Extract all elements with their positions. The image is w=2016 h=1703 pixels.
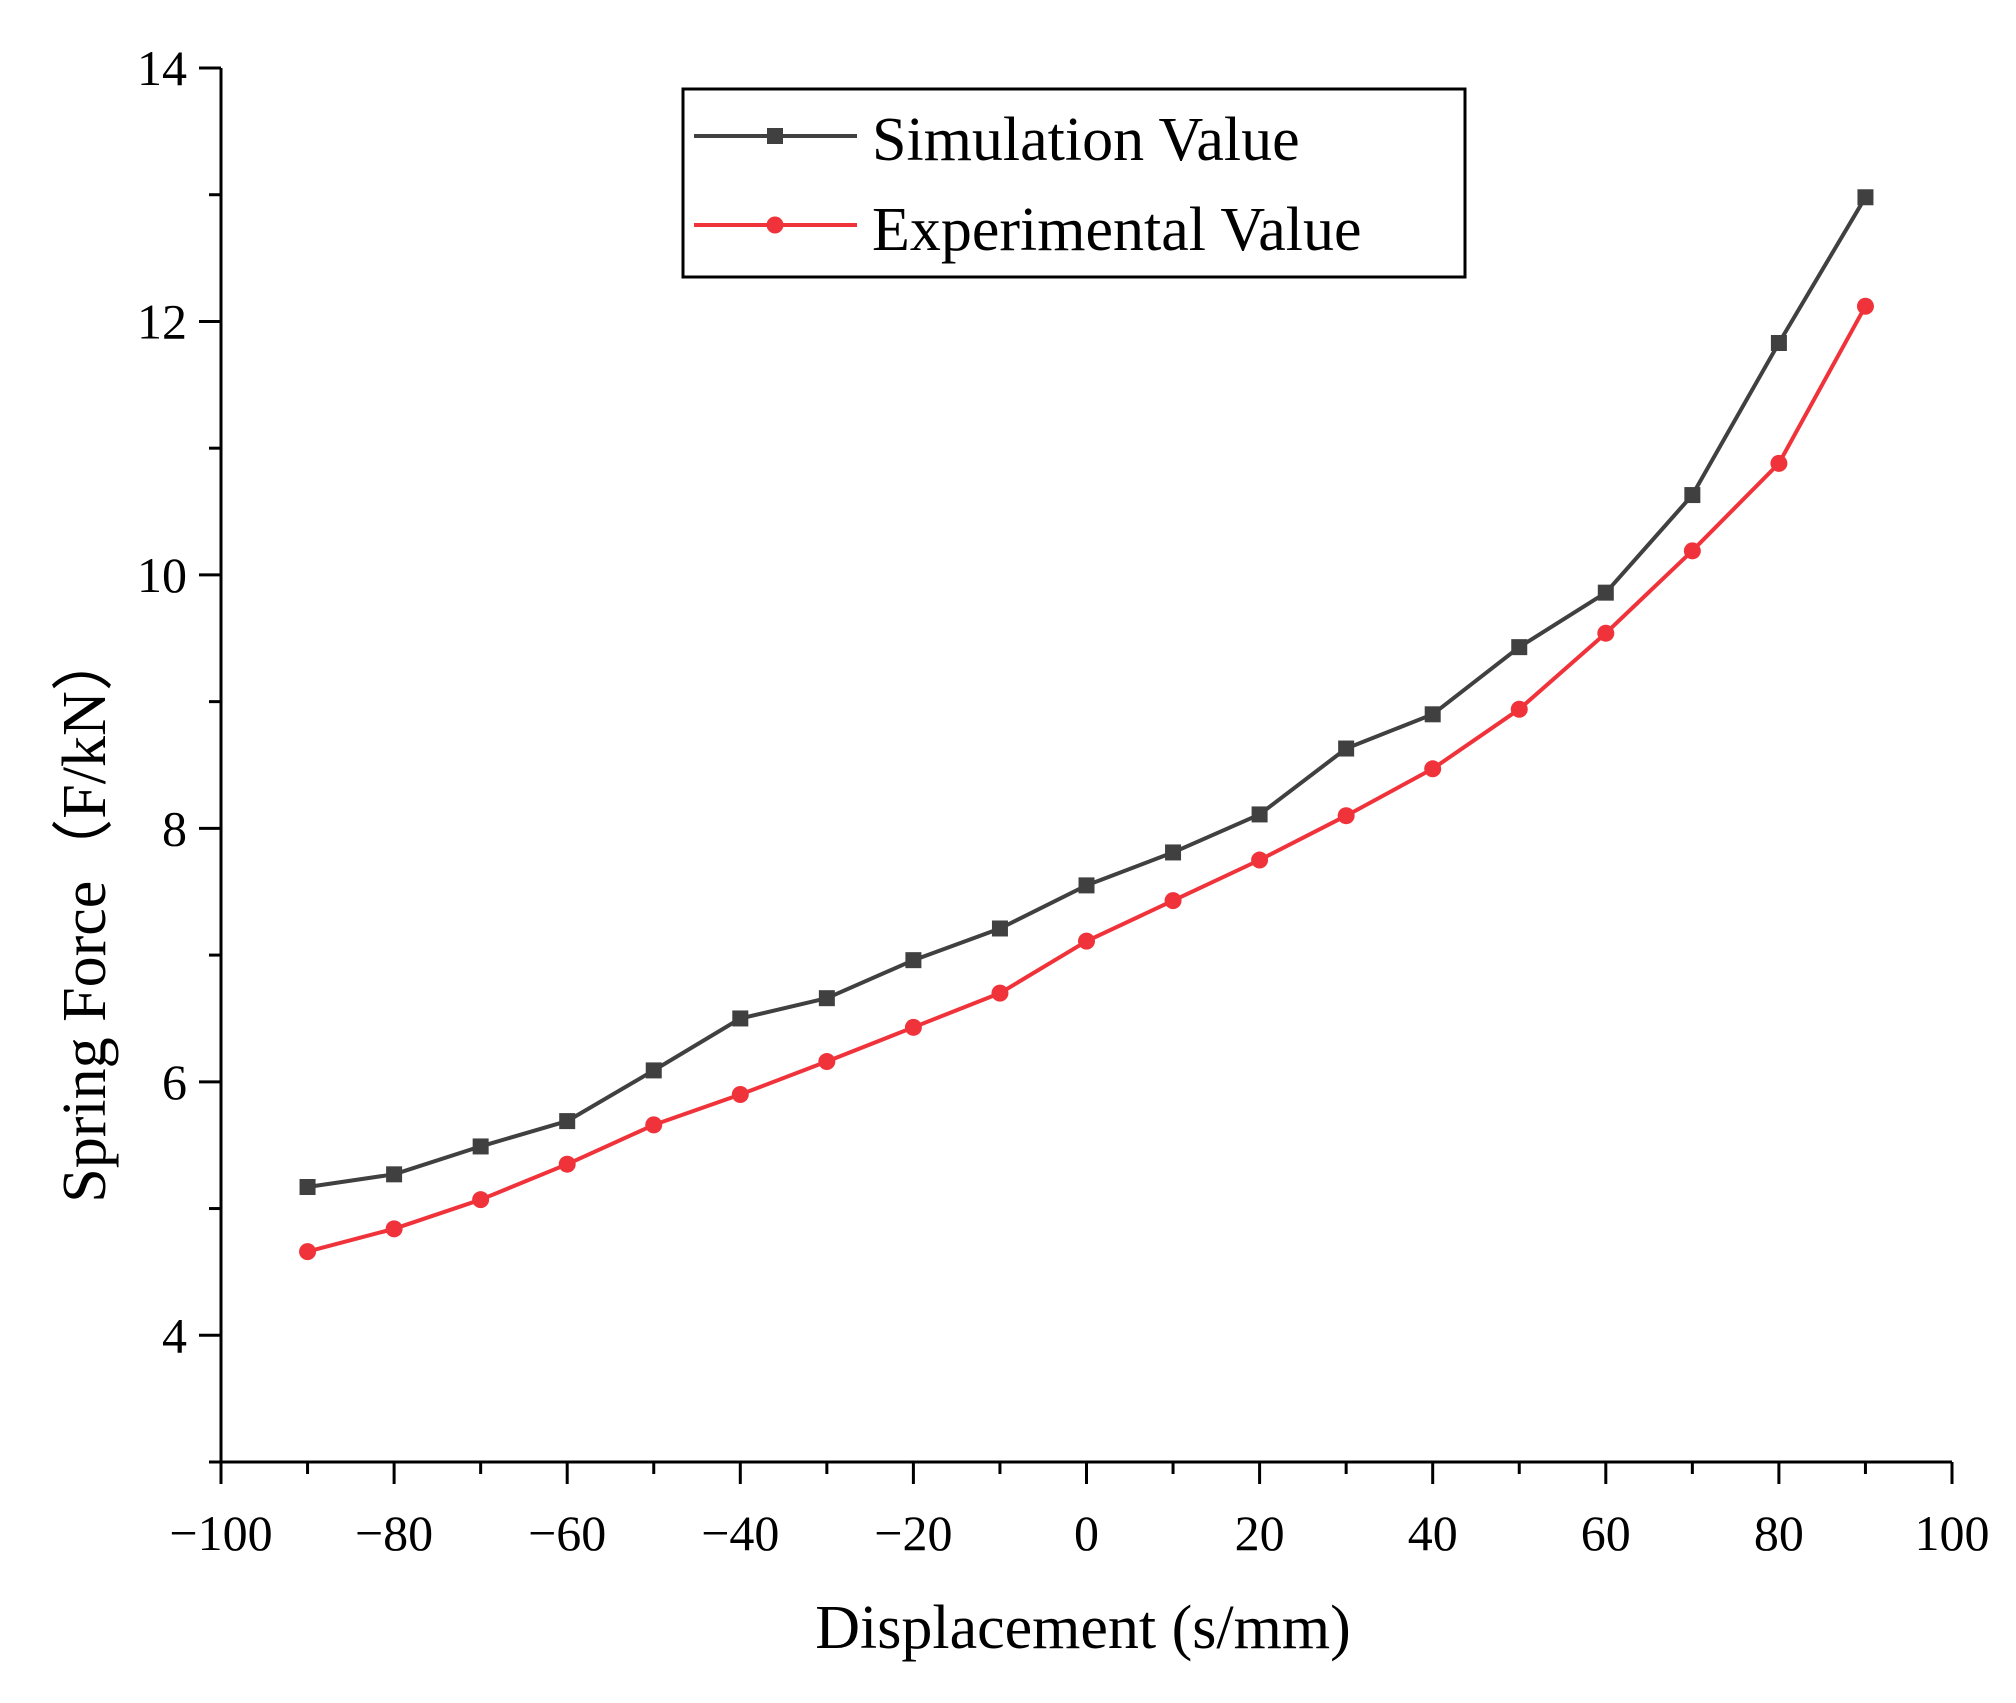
x-tick-label: −60 (528, 1505, 606, 1561)
data-point (1251, 806, 1268, 823)
x-tick-label: 40 (1408, 1505, 1458, 1561)
data-point (1770, 334, 1787, 351)
x-tick-label: 20 (1235, 1505, 1285, 1561)
legend: Simulation Value Experimental Value (681, 87, 1467, 279)
x-tick-label: 60 (1581, 1505, 1631, 1561)
legend-marker-simulation (767, 128, 783, 144)
y-tick-label: 8 (162, 800, 187, 856)
legend-label-simulation: Simulation Value (872, 106, 1300, 174)
series-line (307, 196, 1868, 1189)
series-experimental (299, 297, 1874, 1261)
x-tick-label: −100 (169, 1505, 272, 1561)
data-point (1251, 851, 1269, 869)
data-point (818, 1053, 836, 1071)
data-point (1856, 297, 1874, 315)
data-point (1683, 542, 1701, 560)
data-point (1510, 700, 1528, 718)
data-point (645, 1062, 662, 1079)
series-simulation (299, 189, 1874, 1196)
data-point (1684, 487, 1701, 504)
data-point (472, 1138, 489, 1155)
data-point (1424, 706, 1441, 723)
legend-label-experimental: Experimental Value (872, 196, 1362, 264)
x-tick-label: 80 (1754, 1505, 1804, 1561)
data-point (991, 920, 1008, 937)
data-point (905, 952, 922, 969)
data-point (731, 1085, 749, 1103)
y-tick-label: 14 (137, 40, 187, 96)
y-tick-label: 10 (137, 547, 187, 603)
x-axis-title: Displacement (s/mm) (815, 1594, 1350, 1662)
data-point (1164, 892, 1182, 910)
axes: −100 −80 −60 −40 −20 0 20 40 60 80 100 4 6 8 10 12 14 (137, 40, 1990, 1561)
data-point (1597, 584, 1614, 601)
data-point (1338, 740, 1355, 757)
legend-box (681, 87, 1467, 279)
series-line (307, 305, 1868, 1254)
y-tick-label: 6 (162, 1054, 187, 1110)
data-point (904, 1018, 922, 1036)
data-point (1857, 189, 1874, 206)
data-point (1511, 639, 1528, 656)
x-tick-label: −20 (874, 1505, 952, 1561)
data-point (472, 1191, 490, 1209)
data-point (645, 1116, 663, 1134)
data-point (1078, 932, 1095, 950)
data-point (559, 1113, 576, 1130)
x-tick-label: −80 (355, 1505, 433, 1561)
data-point (1597, 624, 1615, 642)
data-point (558, 1155, 576, 1173)
data-point (1078, 877, 1095, 894)
data-point (299, 1243, 317, 1261)
data-point (1770, 454, 1788, 472)
data-point (386, 1166, 403, 1183)
x-tick-label: 0 (1074, 1505, 1099, 1561)
data-point (385, 1220, 403, 1238)
legend-marker-experimental (766, 216, 784, 234)
series-layer (299, 189, 1874, 1261)
y-tick-label: 12 (137, 293, 187, 349)
data-point (299, 1179, 316, 1196)
data-point (1165, 844, 1182, 861)
x-tick-label: −40 (701, 1505, 779, 1561)
data-point (818, 990, 835, 1007)
y-tick-label: 4 (162, 1307, 187, 1363)
x-tick-label: 100 (1915, 1505, 1990, 1561)
data-point (991, 984, 1009, 1002)
data-point (732, 1010, 749, 1027)
data-point (1337, 807, 1355, 825)
data-point (1424, 760, 1442, 778)
y-axis-title: Spring Force（F/kN） (51, 629, 119, 1203)
